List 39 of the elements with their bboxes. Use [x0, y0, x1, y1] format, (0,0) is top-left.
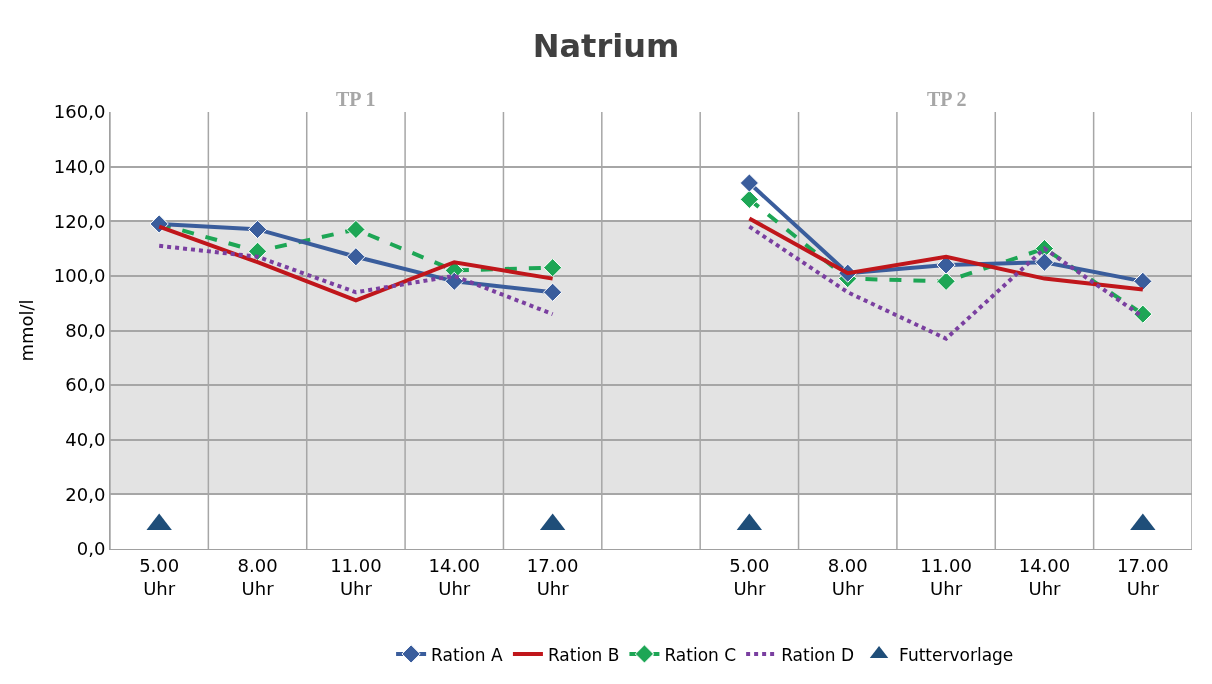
legend-label: Ration D: [781, 644, 855, 665]
y-tick-label: 160,0: [53, 101, 106, 123]
y-tick-label: 20,0: [65, 483, 106, 505]
y-tick-label: 80,0: [65, 319, 106, 341]
legend-label: Ration B: [547, 644, 620, 665]
y-tick-label: 100,0: [53, 265, 106, 287]
point: [346, 219, 366, 240]
point: [543, 282, 563, 302]
y-tick-label: 60,0: [65, 374, 106, 396]
x-tick-label: 14.00 Uhr: [428, 554, 481, 599]
x-tick-label: 11.00 Uhr: [920, 554, 972, 599]
legend-label: Ration A: [431, 644, 503, 665]
x-tick-label: 11.00 Uhr: [330, 554, 382, 599]
legend-label: Futtervorlage: [899, 644, 1014, 665]
point: [247, 219, 268, 240]
point: [247, 241, 268, 261]
point: [1133, 271, 1153, 291]
point: [346, 247, 366, 267]
text: TP 1: [336, 88, 376, 110]
point: [543, 258, 563, 278]
chart-title: Natrium: [532, 26, 680, 65]
y-tick-label: 120,0: [53, 210, 106, 232]
text: TP 2: [927, 88, 967, 110]
point: [1034, 252, 1055, 272]
x-tick-label: 14.00 Uhr: [1018, 554, 1071, 599]
x-tick-label: 5.00 Uhr: [729, 554, 770, 599]
point: [739, 189, 759, 209]
x-tick-label: 8.00 Uhr: [237, 554, 278, 599]
legend-label: Ration C: [664, 644, 737, 665]
y-tick-label: 40,0: [65, 429, 106, 451]
point: [739, 173, 759, 193]
x-tick-label: 5.00 Uhr: [139, 554, 180, 599]
y-tick-label: 140,0: [53, 155, 106, 177]
x-tick-label: 17.00 Uhr: [1117, 554, 1169, 599]
x-tick-label: 8.00 Uhr: [827, 554, 868, 599]
y-tick-label: 0,0: [76, 538, 106, 560]
y-axis-title: mmol/l: [16, 299, 38, 362]
x-tick-label: 17.00 Uhr: [526, 554, 579, 599]
point: [936, 271, 956, 291]
